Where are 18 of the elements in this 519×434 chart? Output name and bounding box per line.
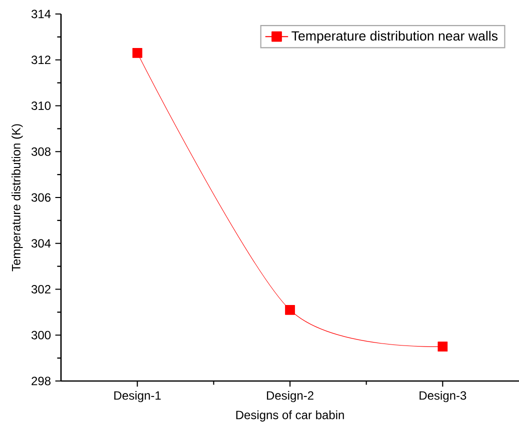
x-tick-label: Design-1	[114, 390, 161, 402]
y-tick-label: 300	[31, 330, 51, 340]
x-axis-title: Designs of car babin	[236, 410, 344, 422]
y-tick-label: 308	[31, 147, 51, 156]
y-tick-label: 312	[31, 56, 50, 64]
y-tick-label: 306	[31, 193, 51, 202]
point	[285, 304, 295, 315]
y-tick-label: 310	[31, 101, 51, 110]
x-tick-label: Design-3	[420, 390, 466, 402]
y-tick-label: 314	[31, 10, 51, 18]
point	[132, 48, 142, 58]
y-tick-label: 302	[31, 284, 50, 294]
x-tick-label: Design-2	[266, 390, 314, 402]
point	[438, 342, 448, 352]
y-tick-label: 304	[31, 239, 51, 248]
y-tick-label: 298	[32, 376, 51, 386]
legend-label: Temperature distribution near walls	[292, 30, 498, 44]
y-axis-title: Temperature distribution (K)	[12, 124, 23, 272]
